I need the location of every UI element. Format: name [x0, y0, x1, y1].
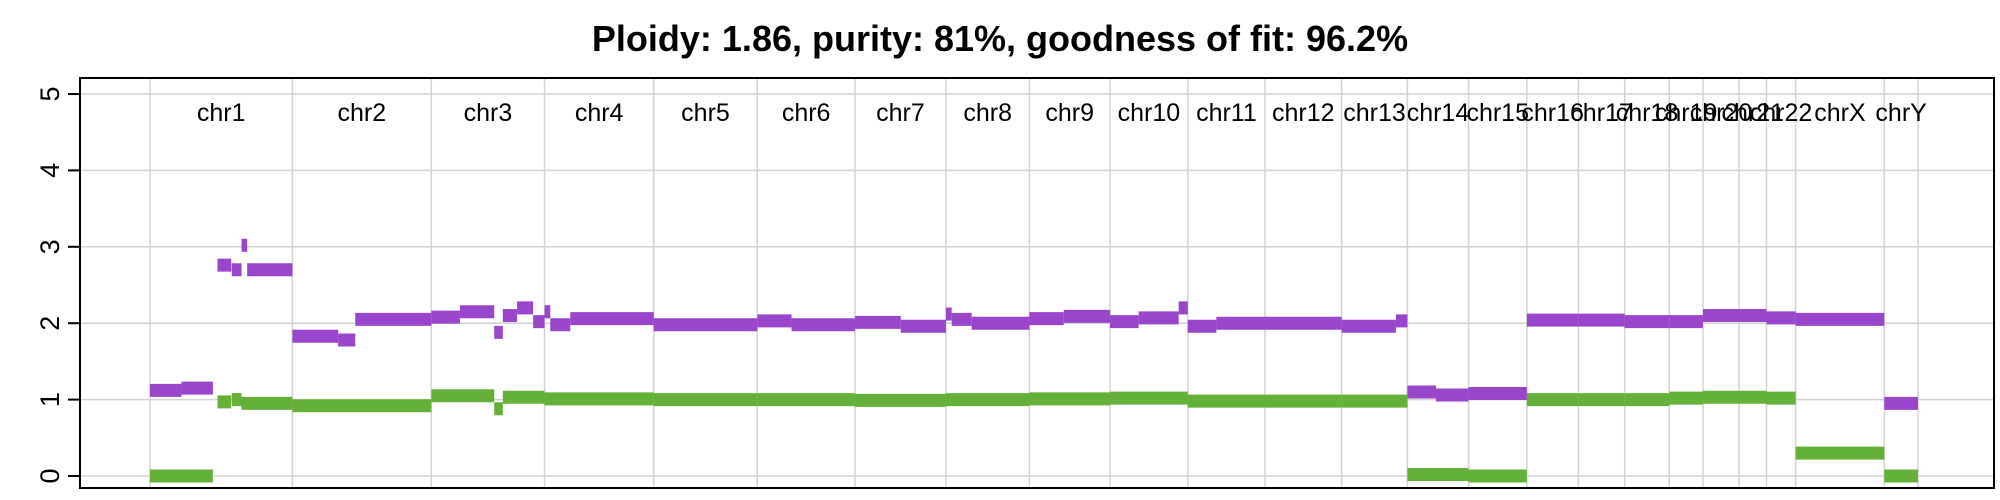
chromosome-label-chr13: chr13 — [1343, 99, 1406, 127]
chromosome-label-chr20: chr20 — [1690, 99, 1753, 127]
grid — [80, 78, 1994, 488]
chromosome-labels: chr1 chr2 chr3 chr4 chr5 chr6 chr7 chr8 chr9 chr1… — [197, 99, 1927, 127]
chromosome-label-chr18: chr18 — [1616, 99, 1679, 127]
chromosome-label-chr4: chr4 — [575, 99, 624, 127]
chromosome-label-chr19: chr19 — [1655, 99, 1718, 127]
chromosome-label-chr15: chr15 — [1466, 99, 1529, 127]
chromosome-label-chr14: chr14 — [1407, 99, 1470, 127]
chromosome-label-chr8: chr8 — [963, 99, 1012, 127]
y-tick-label-1: 1 — [35, 392, 65, 407]
y-tick-label-0: 0 — [35, 468, 65, 483]
y-tick-label-5: 5 — [35, 86, 65, 101]
plot-frame — [79, 77, 1995, 489]
chromosome-label-chr1: chr1 — [197, 99, 246, 127]
chromosome-label-chr12: chr12 — [1272, 99, 1335, 127]
chromosome-label-chr2: chr2 — [338, 99, 387, 127]
y-axis: 0 1 2 3 4 5 — [35, 86, 80, 484]
chromosome-label-chr3: chr3 — [464, 99, 513, 127]
chromosome-label-chr21: chr21 — [1721, 99, 1784, 127]
chromosome-label-chr16: chr16 — [1521, 99, 1584, 127]
chromosome-label-chr7: chr7 — [876, 99, 925, 127]
chromosome-label-chr11: chr11 — [1196, 99, 1257, 127]
chromosome-label-chr9: chr9 — [1045, 99, 1094, 127]
chart-title: Ploidy: 1.86, purity: 81%, goodness of f… — [591, 18, 1409, 59]
chromosome-label-chr10: chr10 — [1118, 99, 1181, 127]
y-tick-label-4: 4 — [35, 163, 65, 178]
chromosome-label-chrY: chrY — [1875, 99, 1927, 127]
chromosome-label-chrX: chrX — [1814, 99, 1866, 127]
y-tick-label-2: 2 — [35, 316, 65, 331]
y-tick-label-3: 3 — [35, 239, 65, 254]
chromosome-label-chr22: chr22 — [1750, 99, 1813, 127]
chromosome-label-chr17: chr17 — [1570, 99, 1633, 127]
chromosome-label-chr6: chr6 — [782, 99, 831, 127]
segments — [150, 238, 1918, 483]
chromosome-label-chr5: chr5 — [681, 99, 730, 127]
